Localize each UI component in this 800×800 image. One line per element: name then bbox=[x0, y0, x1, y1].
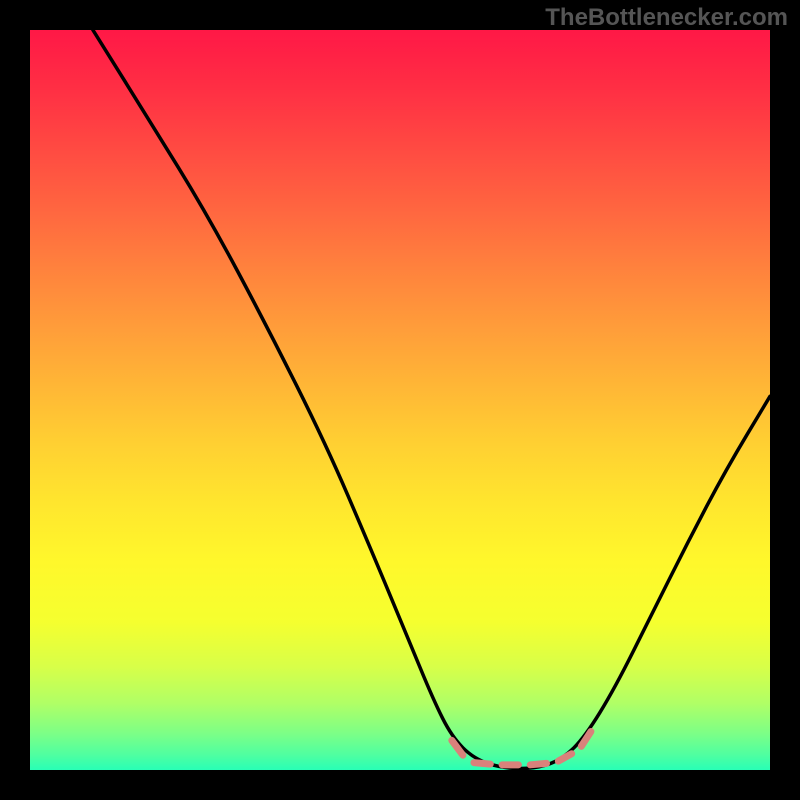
plot-area bbox=[30, 30, 770, 770]
watermark-text: TheBottlenecker.com bbox=[545, 4, 788, 32]
chart-container: TheBottlenecker.com bbox=[0, 0, 800, 800]
chart-svg bbox=[30, 30, 770, 770]
valley-marker-segment bbox=[474, 763, 490, 764]
gradient-background bbox=[30, 30, 770, 770]
valley-marker-segment bbox=[530, 763, 546, 764]
